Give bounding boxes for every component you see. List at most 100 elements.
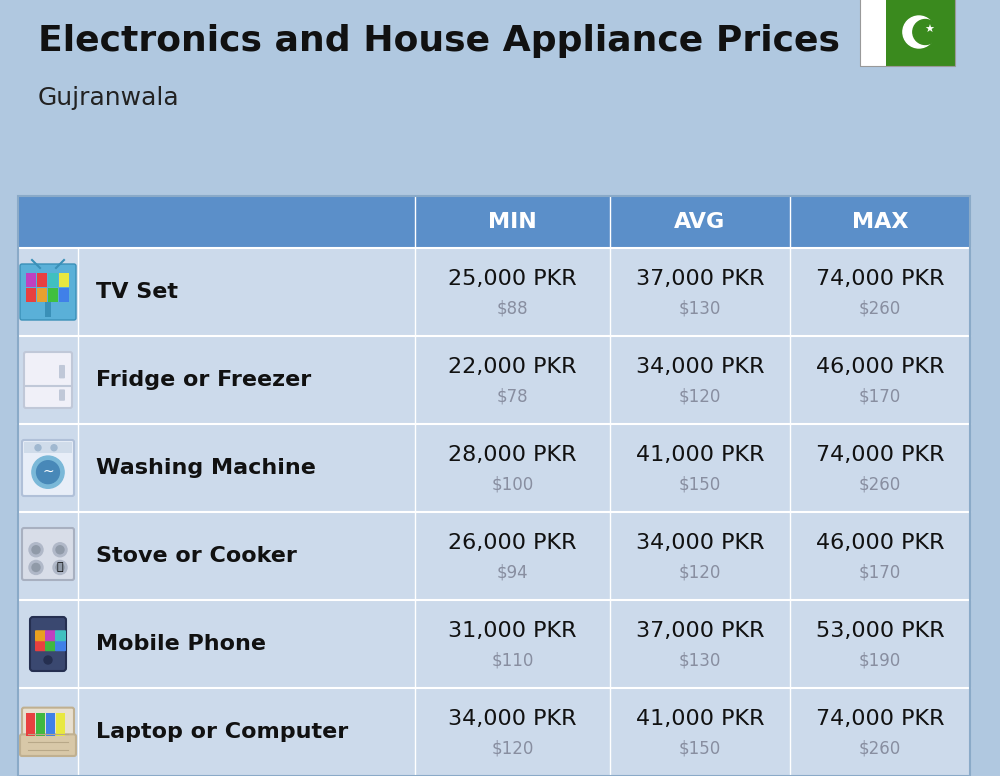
- FancyBboxPatch shape: [18, 688, 970, 776]
- Text: 53,000 PKR: 53,000 PKR: [816, 621, 944, 641]
- Text: 34,000 PKR: 34,000 PKR: [448, 709, 577, 729]
- FancyBboxPatch shape: [886, 0, 955, 66]
- Text: MIN: MIN: [488, 212, 537, 232]
- Text: $130: $130: [679, 300, 721, 318]
- Text: 74,000 PKR: 74,000 PKR: [816, 445, 944, 465]
- Text: $260: $260: [859, 476, 901, 494]
- Text: $100: $100: [491, 476, 534, 494]
- Text: 25,000 PKR: 25,000 PKR: [448, 269, 577, 289]
- Text: 41,000 PKR: 41,000 PKR: [636, 445, 764, 465]
- FancyBboxPatch shape: [55, 640, 66, 651]
- Text: $120: $120: [679, 388, 721, 406]
- Text: 74,000 PKR: 74,000 PKR: [816, 709, 944, 729]
- Text: $170: $170: [859, 388, 901, 406]
- Text: 41,000 PKR: 41,000 PKR: [636, 709, 764, 729]
- Circle shape: [44, 656, 52, 664]
- Circle shape: [903, 16, 935, 48]
- FancyBboxPatch shape: [860, 0, 886, 66]
- FancyBboxPatch shape: [48, 289, 58, 303]
- Text: Fridge or Freezer: Fridge or Freezer: [96, 370, 311, 390]
- FancyBboxPatch shape: [24, 442, 72, 453]
- Text: 31,000 PKR: 31,000 PKR: [448, 621, 577, 641]
- Text: 37,000 PKR: 37,000 PKR: [636, 621, 764, 641]
- Text: ~: ~: [42, 465, 54, 479]
- FancyBboxPatch shape: [55, 630, 66, 641]
- Circle shape: [53, 542, 67, 556]
- FancyBboxPatch shape: [59, 390, 65, 400]
- FancyBboxPatch shape: [36, 713, 45, 736]
- FancyBboxPatch shape: [59, 273, 69, 287]
- FancyBboxPatch shape: [59, 289, 69, 303]
- Text: ★: ★: [925, 25, 935, 35]
- Text: $88: $88: [497, 300, 528, 318]
- Text: 28,000 PKR: 28,000 PKR: [448, 445, 577, 465]
- Text: 26,000 PKR: 26,000 PKR: [448, 533, 577, 553]
- FancyBboxPatch shape: [26, 713, 35, 736]
- FancyBboxPatch shape: [56, 713, 65, 736]
- Text: 🔥: 🔥: [57, 563, 63, 573]
- Circle shape: [56, 546, 64, 554]
- Text: 22,000 PKR: 22,000 PKR: [448, 357, 577, 377]
- FancyBboxPatch shape: [22, 708, 74, 742]
- FancyBboxPatch shape: [18, 600, 970, 688]
- FancyBboxPatch shape: [20, 734, 76, 756]
- Circle shape: [32, 563, 40, 571]
- Text: $150: $150: [679, 476, 721, 494]
- Text: $170: $170: [859, 564, 901, 582]
- FancyBboxPatch shape: [18, 248, 970, 336]
- Text: $260: $260: [859, 740, 901, 758]
- Circle shape: [35, 445, 41, 451]
- FancyBboxPatch shape: [20, 264, 76, 320]
- FancyBboxPatch shape: [18, 336, 970, 424]
- Text: Laptop or Computer: Laptop or Computer: [96, 722, 348, 742]
- FancyBboxPatch shape: [26, 273, 36, 287]
- Text: $130: $130: [679, 652, 721, 670]
- Text: $260: $260: [859, 300, 901, 318]
- Text: Washing Machine: Washing Machine: [96, 458, 316, 478]
- Text: 34,000 PKR: 34,000 PKR: [636, 357, 764, 377]
- Text: 37,000 PKR: 37,000 PKR: [636, 269, 764, 289]
- FancyBboxPatch shape: [35, 630, 46, 641]
- FancyBboxPatch shape: [18, 424, 970, 512]
- Text: $150: $150: [679, 740, 721, 758]
- Circle shape: [32, 546, 40, 554]
- Text: MAX: MAX: [852, 212, 908, 232]
- Circle shape: [29, 542, 43, 556]
- FancyBboxPatch shape: [59, 365, 65, 379]
- FancyBboxPatch shape: [22, 440, 74, 496]
- FancyBboxPatch shape: [35, 640, 46, 651]
- FancyBboxPatch shape: [22, 528, 74, 580]
- Text: 74,000 PKR: 74,000 PKR: [816, 269, 944, 289]
- Text: $190: $190: [859, 652, 901, 670]
- FancyBboxPatch shape: [45, 640, 56, 651]
- Text: AVG: AVG: [674, 212, 726, 232]
- Circle shape: [29, 560, 43, 574]
- Text: $78: $78: [497, 388, 528, 406]
- Text: 46,000 PKR: 46,000 PKR: [816, 357, 944, 377]
- Circle shape: [913, 19, 938, 44]
- Circle shape: [51, 445, 57, 451]
- Circle shape: [32, 456, 64, 488]
- Text: $120: $120: [679, 564, 721, 582]
- FancyBboxPatch shape: [24, 352, 72, 408]
- Text: 34,000 PKR: 34,000 PKR: [636, 533, 764, 553]
- FancyBboxPatch shape: [46, 713, 55, 736]
- Text: Electronics and House Appliance Prices: Electronics and House Appliance Prices: [38, 24, 840, 58]
- FancyBboxPatch shape: [48, 273, 58, 287]
- Circle shape: [37, 461, 59, 483]
- FancyBboxPatch shape: [30, 617, 66, 671]
- Text: Mobile Phone: Mobile Phone: [96, 634, 266, 654]
- Text: $94: $94: [497, 564, 528, 582]
- FancyBboxPatch shape: [37, 273, 47, 287]
- Text: Stove or Cooker: Stove or Cooker: [96, 546, 297, 566]
- Text: $110: $110: [491, 652, 534, 670]
- Text: 46,000 PKR: 46,000 PKR: [816, 533, 944, 553]
- FancyBboxPatch shape: [18, 196, 970, 248]
- FancyBboxPatch shape: [18, 512, 970, 600]
- Circle shape: [56, 563, 64, 571]
- Circle shape: [53, 560, 67, 574]
- FancyBboxPatch shape: [45, 303, 51, 317]
- Text: $120: $120: [491, 740, 534, 758]
- Text: Gujranwala: Gujranwala: [38, 86, 180, 110]
- Text: TV Set: TV Set: [96, 282, 178, 302]
